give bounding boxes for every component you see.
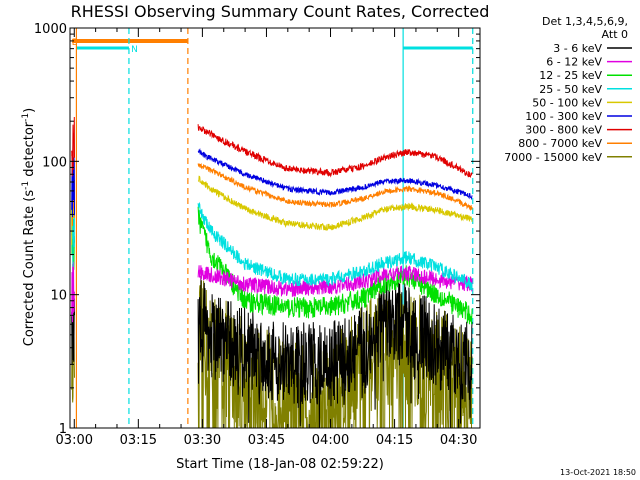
series-line-7: [197, 162, 473, 212]
x-tick-label: 03:30: [184, 433, 221, 448]
legend-header-2: Att 0: [602, 28, 628, 41]
series-300-800kev: [71, 116, 473, 178]
series-line-0: [197, 275, 473, 429]
saa-marker-label: N: [131, 45, 138, 55]
legend-item-label: 50 - 100 keV: [532, 96, 602, 109]
series-line-3: [197, 201, 473, 291]
y-tick-label: 1000: [34, 22, 67, 37]
plot-frame: [69, 27, 481, 429]
chart-title: RHESSI Observing Summary Count Rates, Co…: [71, 2, 490, 21]
legend-item-label: 25 - 50 keV: [539, 83, 602, 96]
legend-item-label: 3 - 6 keV: [553, 42, 602, 55]
legend-item-label: 6 - 12 keV: [546, 56, 602, 69]
y-axis-label-end: ): [22, 108, 37, 113]
series-line-4: [197, 175, 473, 232]
y-axis-label-mid: detector: [22, 121, 37, 181]
y-axis-label-main: Corrected Count Rate (s: [22, 190, 37, 347]
legend-item-label: 100 - 300 keV: [525, 110, 602, 123]
y-tick-label: 1: [59, 422, 67, 437]
y-axis-label-sup2: -1: [21, 113, 31, 122]
series-line-6: [197, 124, 473, 178]
x-tick-label: 03:45: [248, 433, 285, 448]
y-axis-label-sup1: -1: [21, 181, 31, 190]
legend-item-label: 12 - 25 keV: [539, 69, 602, 82]
y-tick-label: 10: [50, 289, 67, 304]
series-line-5: [197, 147, 473, 201]
x-tick-label: 04:30: [440, 433, 477, 448]
x-tick-label: 04:00: [312, 433, 349, 448]
footer-date: 13-Oct-2021 18:50: [560, 468, 636, 477]
legend-item-label: 800 - 7000 keV: [518, 137, 602, 150]
series-line-1: [197, 265, 473, 298]
y-tick-label: 100: [42, 155, 67, 170]
x-axis-label: Start Time (18-Jan-08 02:59:22): [176, 457, 384, 472]
legend-header-1: Det 1,3,4,5,6,9,: [542, 15, 628, 28]
series-spike-6: [71, 116, 75, 177]
x-tick-label: 03:15: [120, 433, 157, 448]
y-axis-label: Corrected Count Rate (s-1 detector-1): [21, 108, 37, 346]
series-line-2: [197, 206, 473, 325]
eclipse-marker-label: E: [72, 38, 78, 48]
x-tick-label: 03:00: [56, 433, 93, 448]
legend-item-label: 300 - 800 keV: [525, 124, 602, 137]
legend-item-label: 7000 - 15000 keV: [504, 151, 602, 164]
x-tick-label: 04:15: [376, 433, 413, 448]
